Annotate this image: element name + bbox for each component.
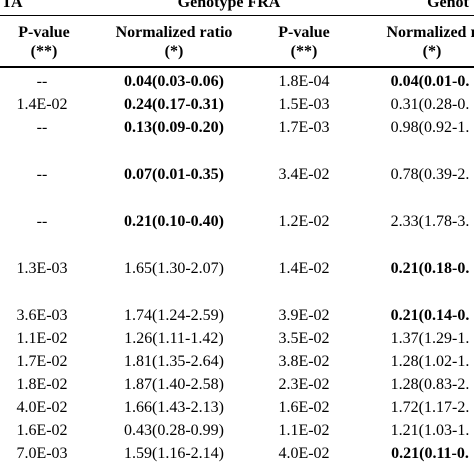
cell-p1-row-12: 1.6E-02	[16, 422, 68, 439]
table-header-rule	[0, 66, 474, 68]
cell-r1-row-3: 0.13(0.09-0.20)	[124, 119, 224, 136]
cell-p2-row-2: 1.5E-03	[278, 96, 330, 113]
cell-p1-row-5: --	[36, 213, 48, 230]
col-header-ratio-1: Normalized ratio	[115, 24, 233, 41]
cell-r1-row-6: 1.65(1.30-2.07)	[124, 260, 224, 277]
cell-p2-row-8: 3.5E-02	[278, 330, 330, 347]
cell-r2-row-3: 0.98(0.92-1.	[390, 119, 470, 136]
cell-r1-row-11: 1.66(1.43-2.13)	[124, 399, 224, 416]
cell-p1-row-4: --	[36, 166, 48, 183]
cell-r2-row-7: 0.21(0.14-0.	[390, 307, 470, 324]
cell-r1-row-10: 1.87(1.40-2.58)	[124, 376, 224, 393]
cell-p1-row-1: --	[36, 73, 48, 90]
group-header-genotype-fra: Genotype FRA	[177, 0, 281, 11]
col-header-ratio-1-note: (*)	[164, 43, 184, 60]
cell-p2-row-10: 2.3E-02	[278, 376, 330, 393]
cell-p2-row-4: 3.4E-02	[278, 166, 330, 183]
group-header-left: TA	[1, 0, 23, 11]
cell-p2-row-13: 4.0E-02	[278, 445, 330, 462]
cell-r1-row-2: 0.24(0.17-0.31)	[124, 96, 224, 113]
cell-p1-row-9: 1.7E-02	[16, 353, 68, 370]
cell-p1-row-7: 3.6E-03	[16, 307, 68, 324]
cell-r2-row-9: 1.28(1.02-1.	[390, 353, 470, 370]
cell-p2-row-7: 3.9E-02	[278, 307, 330, 324]
cell-r1-row-5: 0.21(0.10-0.40)	[124, 213, 224, 230]
cell-r2-row-8: 1.37(1.29-1.	[390, 330, 470, 347]
cell-p2-row-11: 1.6E-02	[278, 399, 330, 416]
header-divider	[0, 15, 474, 16]
cell-r2-row-10: 1.28(0.83-2.	[390, 376, 470, 393]
cell-p2-row-9: 3.8E-02	[278, 353, 330, 370]
col-header-ratio-2: Normalized r	[386, 24, 474, 41]
cell-p1-row-2: 1.4E-02	[16, 96, 68, 113]
cell-r1-row-12: 0.43(0.28-0.99)	[124, 422, 224, 439]
cell-r2-row-5: 2.33(1.78-3.	[390, 213, 470, 230]
cell-r2-row-11: 1.72(1.17-2.	[390, 399, 470, 416]
cell-r2-row-13: 0.21(0.11-0.	[391, 445, 469, 462]
cell-r1-row-8: 1.26(1.11-1.42)	[124, 330, 224, 347]
col-header-ratio-2-note: (*)	[422, 43, 442, 60]
cell-p1-row-3: --	[36, 119, 48, 136]
cell-r1-row-13: 1.59(1.16-2.14)	[124, 445, 224, 462]
cell-r1-row-4: 0.07(0.01-0.35)	[124, 166, 224, 183]
cell-r1-row-9: 1.81(1.35-2.64)	[124, 353, 224, 370]
cell-p1-row-8: 1.1E-02	[16, 330, 68, 347]
cell-p2-row-3: 1.7E-03	[278, 119, 330, 136]
group-header-right: Genot	[427, 0, 469, 11]
cell-r1-row-1: 0.04(0.03-0.06)	[124, 73, 224, 90]
cell-r1-row-7: 1.74(1.24-2.59)	[124, 307, 224, 324]
cell-r2-row-4: 0.78(0.39-2.	[390, 166, 470, 183]
cell-p1-row-10: 1.8E-02	[16, 376, 68, 393]
cell-p1-row-13: 7.0E-03	[16, 445, 68, 462]
cell-p1-row-11: 4.0E-02	[16, 399, 68, 416]
cell-r2-row-1: 0.04(0.01-0.	[390, 73, 470, 90]
cell-p2-row-6: 1.4E-02	[278, 260, 330, 277]
cell-p2-row-1: 1.8E-04	[278, 73, 330, 90]
cell-r2-row-12: 1.21(1.03-1.	[390, 422, 470, 439]
cell-p1-row-6: 1.3E-03	[16, 260, 68, 277]
cell-p2-row-12: 1.1E-02	[278, 422, 330, 439]
col-header-pvalue-2: P-value	[278, 24, 330, 41]
col-header-pvalue-1-note: (**)	[30, 43, 58, 60]
cell-r2-row-2: 0.31(0.28-0.	[390, 96, 470, 113]
col-header-pvalue-1: P-value	[18, 24, 70, 41]
col-header-pvalue-2-note: (**)	[290, 43, 318, 60]
cell-p2-row-5: 1.2E-02	[278, 213, 330, 230]
cell-r2-row-6: 0.21(0.18-0.	[390, 260, 470, 277]
